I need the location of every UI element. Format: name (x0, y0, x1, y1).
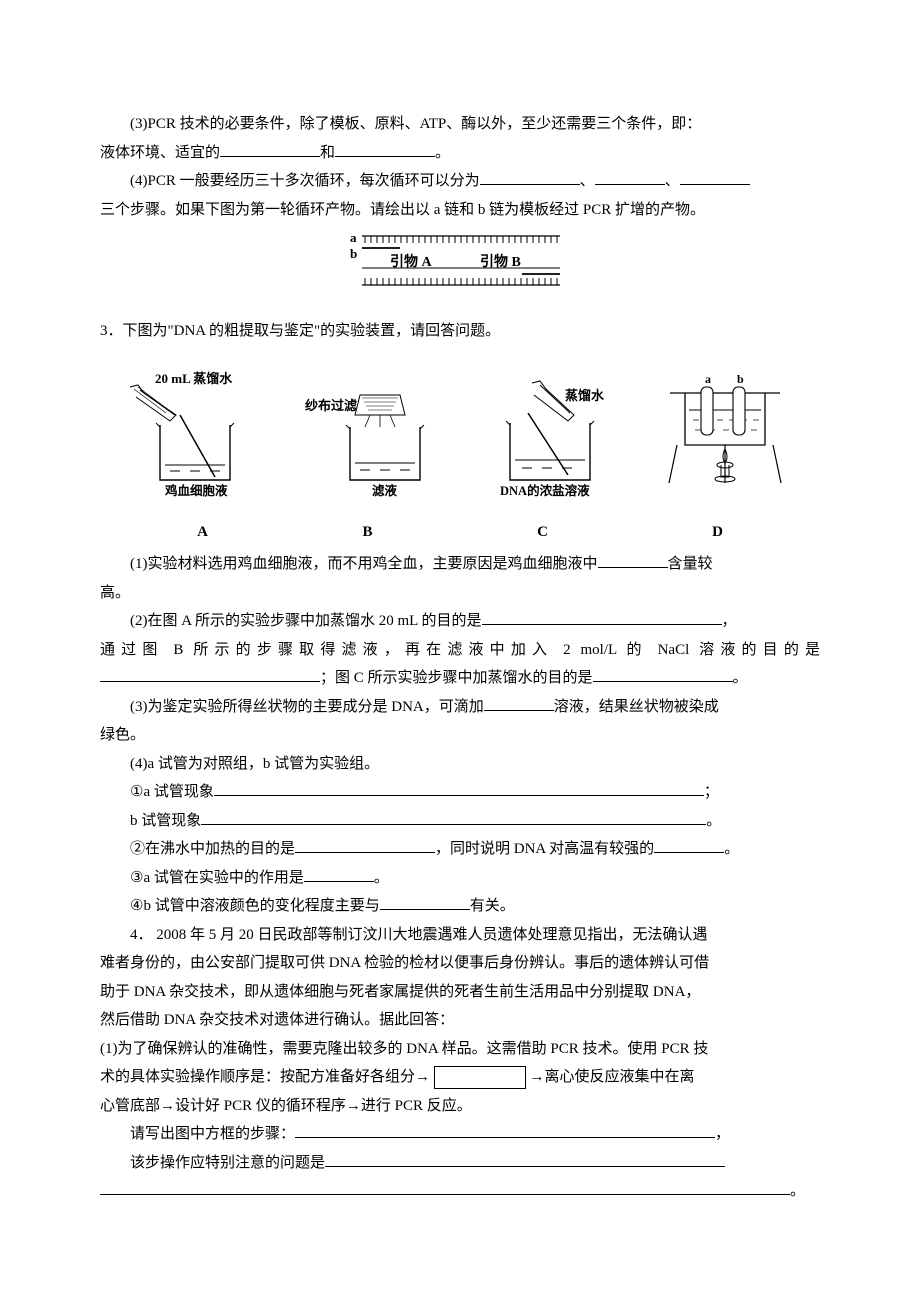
caption-c: C (463, 518, 623, 547)
svg-text:鸡血细胞液: 鸡血细胞液 (164, 483, 228, 498)
q4-p1a: (1)为了确保辨认的准确性，需要克隆出较多的 DNA 样品。这需借助 PCR 技… (100, 1035, 820, 1064)
q4-intro2: 难者身份的，由公安部门提取可供 DNA 检验的检材以便事后身份辨认。事后的遗体辨… (100, 949, 820, 978)
svg-text:20 mL 蒸馏水: 20 mL 蒸馏水 (155, 371, 233, 386)
apparatus-d: a b (669, 372, 781, 483)
q4-p1e: 该步操作应特别注意的问题是 (100, 1149, 820, 1178)
q2-p3: (3)PCR 技术的必要条件，除了模板、原料、ATP、酶以外，至少还需要三个条件… (100, 110, 820, 139)
q3-figure: 20 mL 蒸馏水 鸡血细胞液 纱布过滤 (100, 365, 820, 546)
svg-text:b: b (737, 372, 744, 386)
box-step (434, 1066, 526, 1089)
label-a: a (350, 230, 357, 245)
blank (295, 836, 435, 854)
blank (100, 1178, 790, 1196)
primer-a-label: 引物 A (390, 253, 432, 270)
blank (380, 893, 470, 911)
q2-p4d: 三个步骤。如果下图为第一轮循环产物。请绘出以 a 链和 b 链为模板经过 PCR… (100, 196, 820, 225)
svg-text:滤液: 滤液 (372, 483, 398, 498)
q2-p3-text: (3)PCR 技术的必要条件，除了模板、原料、ATP、酶以外，至少还需要三个条件… (130, 116, 701, 132)
q3-p4-1b: b 试管现象。 (100, 807, 820, 836)
caption-b: B (298, 518, 438, 547)
blank (595, 168, 665, 186)
blank (220, 139, 320, 157)
blank (654, 836, 724, 854)
q4-p1d: 请写出图中方框的步骤：， (100, 1120, 820, 1149)
blank (484, 693, 554, 711)
q4-p1f: 。 (100, 1177, 820, 1206)
svg-text:DNA的浓盐溶液: DNA的浓盐溶液 (500, 483, 590, 498)
q4-p1c: 心管底部→设计好 PCR 仪的循环程序→进行 PCR 反应。 (100, 1092, 820, 1121)
q3-p4-4: ④b 试管中溶液颜色的变化程度主要与有关。 (100, 892, 820, 921)
blank (100, 665, 320, 683)
q3-p1c: 高。 (100, 579, 820, 608)
q3-p4-2: ②在沸水中加热的目的是，同时说明 DNA 对高温有较强的。 (100, 835, 820, 864)
caption-d: D (648, 518, 788, 547)
q3-p2c: ；图 C 所示实验步骤中加蒸馏水的目的是。 (100, 664, 820, 693)
blank (201, 807, 706, 825)
q2-p4: (4)PCR 一般要经历三十多次循环，每次循环可以分为、、 (100, 167, 820, 196)
blank (335, 139, 435, 157)
q4-p1b: 术的具体实验操作顺序是：按配方准备好各组分→ →离心使反应液集中在离 (100, 1063, 820, 1092)
primer-b-label: 引物 B (480, 253, 521, 270)
blank (680, 168, 750, 186)
blank (598, 551, 668, 569)
blank (480, 168, 580, 186)
q3-p4: (4)a 试管为对照组，b 试管为实验组。 (100, 750, 820, 779)
blank (593, 665, 733, 683)
blank (325, 1149, 725, 1167)
q4-intro4: 然后借助 DNA 杂交技术对遗体进行确认。据此回答： (100, 1006, 820, 1035)
q4-intro1: 4． 2008 年 5 月 20 日民政部等制订汶川大地震遇难人员遗体处理意见指… (100, 921, 820, 950)
svg-text:a: a (705, 372, 711, 386)
blank (304, 864, 374, 882)
q3-p1: (1)实验材料选用鸡血细胞液，而不用鸡全血，主要原因是鸡血细胞液中含量较 (100, 550, 820, 579)
apparatus-c: 蒸馏水 DNA的浓盐溶液 (500, 381, 605, 498)
apparatus-a: 20 mL 蒸馏水 鸡血细胞液 (130, 371, 234, 498)
q3-intro: 3．下图为"DNA 的粗提取与鉴定"的实验装置，请回答问题。 (100, 317, 820, 346)
q3-p4-1a: ①a 试管现象； (100, 778, 820, 807)
q3-p3: (3)为鉴定实验所得丝状物的主要成分是 DNA，可滴加溶液，结果丝状物被染成 (100, 693, 820, 722)
q2-p3b: 液体环境、适宜的和。 (100, 139, 820, 168)
caption-a: A (133, 518, 273, 547)
svg-text:纱布过滤: 纱布过滤 (305, 398, 357, 413)
svg-text:蒸馏水: 蒸馏水 (565, 388, 605, 403)
q2-figure: a b 引物 A 引物 B (100, 230, 820, 311)
blank (482, 608, 722, 626)
label-b: b (350, 246, 357, 261)
q4-intro3: 助于 DNA 杂交技术，即从遗体细胞与死者家属提供的死者生前生活用品中分别提取 … (100, 978, 820, 1007)
q3-p4-3: ③a 试管在实验中的作用是。 (100, 864, 820, 893)
q3-p2a: (2)在图 A 所示的实验步骤中加蒸馏水 20 mL 的目的是， (100, 607, 820, 636)
q3-p2b: 通过图 B 所示的步骤取得滤液，再在滤液中加入 2 mol/L 的 NaCl 溶… (100, 636, 820, 665)
blank (214, 779, 704, 797)
blank (295, 1121, 715, 1139)
q3-p3c: 绿色。 (100, 721, 820, 750)
apparatus-b: 纱布过滤 滤液 (305, 395, 424, 498)
